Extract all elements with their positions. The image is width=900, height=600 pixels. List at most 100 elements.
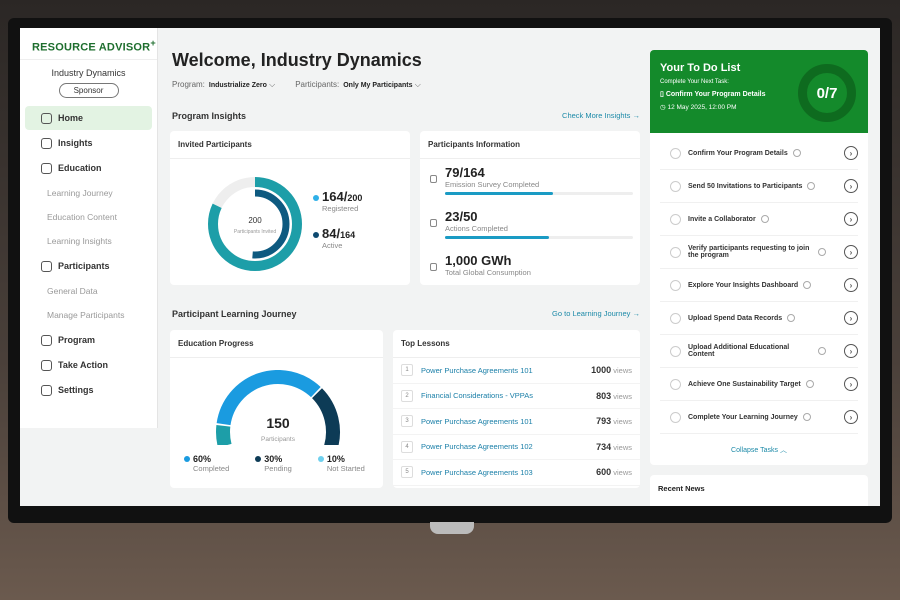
participants-info-card: Participants Information 79/164 Emission … bbox=[420, 131, 640, 285]
sidebar-item-learning-journey[interactable]: Learning Journey bbox=[20, 181, 157, 205]
lightbulb-icon bbox=[430, 263, 437, 271]
invited-donut: 200 Participants Invited bbox=[208, 177, 302, 271]
lesson-rank: 3 bbox=[401, 415, 413, 428]
sidebar-item-program[interactable]: Program bbox=[25, 328, 152, 352]
sidebar-item-education-content[interactable]: Education Content bbox=[20, 205, 157, 229]
chevron-right-icon[interactable]: › bbox=[844, 146, 858, 160]
logo[interactable]: RESOURCE ADVISOR+ bbox=[20, 28, 157, 60]
help-icon[interactable] bbox=[760, 215, 769, 223]
invited-participants-card: Invited Participants 200 Participants In… bbox=[170, 131, 410, 285]
collapse-tasks-button[interactable]: Collapse Tasks ︿ bbox=[650, 445, 868, 455]
pie-chart-icon bbox=[41, 137, 52, 149]
sidebar-item-settings[interactable]: Settings bbox=[25, 378, 152, 402]
help-icon[interactable] bbox=[803, 281, 812, 289]
views-unit: views bbox=[613, 366, 632, 376]
help-icon[interactable] bbox=[802, 413, 811, 421]
lesson-row: 2 Financial Considerations - VPPAs 803 vie… bbox=[393, 384, 640, 409]
lesson-views: 793 views bbox=[596, 416, 632, 426]
task-checkbox[interactable] bbox=[670, 180, 681, 192]
chevron-right-icon[interactable]: › bbox=[844, 410, 858, 424]
legend-item: 30% Pending bbox=[255, 454, 292, 473]
card-title: Education Progress bbox=[170, 330, 383, 358]
lesson-row: 1 Power Purchase Agreements 101 1000 views bbox=[393, 358, 640, 384]
participants-filter[interactable]: Participants: Only My Participants ⌵ bbox=[295, 80, 421, 90]
sidebar-item-learning-insights[interactable]: Learning Insights bbox=[20, 229, 157, 253]
gauge-segment-completed bbox=[216, 370, 321, 426]
task-item: Explore Your Insights Dashboard › bbox=[660, 269, 858, 302]
help-icon[interactable] bbox=[818, 347, 826, 355]
chevron-right-icon[interactable]: › bbox=[844, 344, 858, 358]
task-checkbox[interactable] bbox=[670, 213, 681, 225]
lesson-link[interactable]: Power Purchase Agreements 101 bbox=[421, 416, 533, 426]
chevron-right-icon[interactable]: › bbox=[844, 212, 858, 226]
gauge-value: 150 bbox=[266, 415, 290, 431]
help-icon[interactable] bbox=[818, 248, 826, 256]
lesson-link[interactable]: Power Purchase Agreements 102 bbox=[421, 442, 533, 452]
clipboard-icon: ▯ bbox=[660, 91, 664, 98]
section-title: Program Insights bbox=[172, 111, 247, 121]
sidebar-item-manage-participants[interactable]: Manage Participants bbox=[20, 303, 157, 327]
registered-arc bbox=[208, 177, 302, 271]
task-label: Verify participants requesting to join t… bbox=[688, 245, 810, 259]
date-text: 12 May 2025, 12:00 PM bbox=[667, 104, 737, 111]
task-item: Confirm Your Program Details › bbox=[660, 137, 858, 170]
help-icon[interactable] bbox=[792, 149, 801, 157]
legend-dot bbox=[313, 232, 319, 238]
sidebar-item-label: Participants bbox=[58, 261, 110, 271]
sidebar-item-take-action[interactable]: Take Action bbox=[25, 353, 152, 377]
task-checkbox[interactable] bbox=[670, 279, 681, 291]
info-label: Total Global Consumption bbox=[445, 268, 531, 277]
chevron-right-icon[interactable]: › bbox=[844, 311, 858, 325]
legend-dot bbox=[184, 456, 190, 462]
screen: RESOURCE ADVISOR+ Industry Dynamics Spon… bbox=[20, 28, 880, 506]
help-icon[interactable] bbox=[807, 182, 816, 190]
help-icon[interactable] bbox=[787, 314, 796, 322]
card-title: Recent News bbox=[658, 484, 705, 493]
task-checkbox[interactable] bbox=[670, 411, 681, 423]
program-filter[interactable]: Program: Industrialize Zero ⌵ bbox=[172, 80, 275, 90]
sidebar-item-label: Manage Participants bbox=[47, 310, 125, 320]
active-label: Active bbox=[322, 241, 343, 250]
sidebar-item-insights[interactable]: Insights bbox=[25, 131, 152, 155]
lesson-link[interactable]: Power Purchase Agreements 103 bbox=[421, 467, 533, 477]
chevron-right-icon[interactable]: › bbox=[844, 377, 858, 391]
lesson-link[interactable]: Financial Considerations - VPPAs bbox=[421, 391, 533, 401]
task-label: Complete Your Learning Journey bbox=[688, 413, 798, 421]
lesson-link[interactable]: Power Purchase Agreements 101 bbox=[421, 365, 533, 375]
house-icon bbox=[430, 219, 437, 227]
task-checkbox[interactable] bbox=[670, 246, 681, 258]
sidebar-item-label: Learning Insights bbox=[47, 236, 112, 246]
next-task[interactable]: ▯ Confirm Your Program Details bbox=[660, 90, 858, 98]
task-label: Confirm Your Program Details bbox=[688, 149, 788, 157]
views-unit: views bbox=[613, 442, 632, 452]
views-count: 803 bbox=[596, 390, 612, 401]
task-label: Send 50 Invitations to Participants bbox=[688, 182, 803, 190]
progress-fill bbox=[445, 192, 554, 195]
task-list: Confirm Your Program Details › Send 50 Inv… bbox=[650, 133, 868, 434]
chevron-right-icon[interactable]: › bbox=[844, 278, 858, 292]
home-icon bbox=[41, 112, 52, 124]
lesson-rank: 5 bbox=[401, 466, 413, 479]
sidebar-item-general-data[interactable]: General Data bbox=[20, 279, 157, 303]
lesson-rank: 4 bbox=[401, 440, 413, 453]
info-row: 1,000 GWh Total Global Consumption bbox=[430, 253, 640, 297]
check-more-insights-link[interactable]: Check More Insights → bbox=[562, 111, 640, 120]
lesson-rank: 1 bbox=[401, 364, 413, 377]
help-icon[interactable] bbox=[805, 380, 814, 388]
chevron-right-icon[interactable]: › bbox=[844, 245, 858, 259]
views-count: 1000 bbox=[591, 365, 612, 376]
task-checkbox[interactable] bbox=[670, 312, 681, 324]
sidebar-item-education[interactable]: Education bbox=[25, 156, 152, 180]
go-to-learning-journey-link[interactable]: Go to Learning Journey → bbox=[552, 309, 640, 318]
clock-icon: ◷ bbox=[660, 104, 666, 111]
active-arc bbox=[220, 189, 290, 259]
task-checkbox[interactable] bbox=[670, 345, 681, 357]
chevron-right-icon[interactable]: › bbox=[844, 179, 858, 193]
sidebar-item-home[interactable]: Home bbox=[25, 106, 152, 130]
sidebar-item-participants[interactable]: Participants bbox=[25, 254, 152, 278]
logo-text: RESOURCE ADVISOR bbox=[32, 41, 151, 54]
main-content: Welcome, Industry Dynamics Program: Indus… bbox=[170, 28, 642, 506]
task-checkbox[interactable] bbox=[670, 147, 681, 159]
arrow-right-icon: → bbox=[632, 309, 641, 318]
task-checkbox[interactable] bbox=[670, 378, 681, 390]
